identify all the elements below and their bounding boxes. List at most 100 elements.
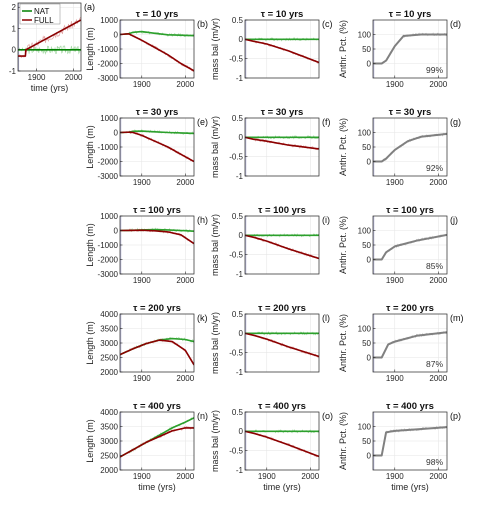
panel-letter: (i) — [322, 215, 330, 225]
plot-area — [373, 233, 447, 261]
panel-letter: (g) — [450, 117, 461, 127]
y-tick-label: -0.5 — [229, 446, 243, 455]
x-tick-label: 1900 — [133, 276, 151, 285]
y-tick-label: 3000 — [100, 339, 118, 348]
series-line-1 — [18, 19, 81, 57]
y-tick-label: 0 — [239, 35, 244, 44]
panel-k: 2000 2500 3000 3500 4000 1900 2000 τ = 200 yrs (… — [85, 303, 208, 383]
y-axis-label: Anthr. Pct. (%) — [338, 314, 348, 372]
x-tick-label: 2000 — [176, 276, 194, 285]
plot-area — [245, 37, 319, 64]
panel-letter: (e) — [197, 117, 208, 127]
panel-b: -3000 -2000 -1000 0 1000 1900 2000 τ = 10 yrs (b… — [85, 9, 208, 89]
y-axis-label: Anthr. Pct. (%) — [338, 118, 348, 176]
grid — [245, 411, 319, 471]
series-line-0 — [373, 33, 447, 65]
y-tick-label: -2000 — [98, 157, 119, 166]
y-tick-label: 1000 — [100, 114, 118, 123]
plot-area — [373, 132, 447, 163]
series-line-1 — [245, 234, 319, 260]
x-tick-label: 1900 — [258, 472, 276, 481]
ensemble-trace — [373, 132, 447, 163]
y-tick-label: -1000 — [98, 241, 119, 250]
y-tick-label: 0 — [12, 46, 17, 55]
plot-area — [245, 134, 319, 151]
panel-l: -1 -0.5 0 0.5 τ = 200 yrs (l) mass bal (m/yr) — [210, 303, 330, 377]
y-tick-label: -1 — [236, 270, 244, 279]
panel-title: τ = 100 yrs — [258, 205, 306, 216]
panel-letter: (f) — [322, 117, 331, 127]
y-axis-label: Length (m) — [85, 223, 95, 267]
y-tick-label: -1 — [236, 74, 244, 83]
ensemble-trace — [120, 130, 194, 162]
y-tick-label: 0.5 — [232, 212, 244, 221]
y-tick-label: 0 — [114, 128, 119, 137]
axes-frame — [244, 215, 320, 275]
x-tick-label: 1900 — [133, 472, 151, 481]
panel-letter: (j) — [450, 215, 458, 225]
series-line-1 — [120, 339, 194, 366]
x-axis-label: time (yrs) — [31, 83, 69, 93]
y-tick-label: 0 — [239, 231, 244, 240]
panel-letter: (c) — [322, 19, 333, 29]
y-axis-label: Length (m) — [85, 27, 95, 71]
y-axis-label: mass bal (m/yr) — [210, 18, 220, 80]
x-tick-label: 1900 — [386, 374, 404, 383]
series-line-1 — [120, 229, 194, 245]
series-line-1 — [120, 131, 194, 163]
ensemble-trace — [120, 32, 194, 73]
x-tick-label: 2000 — [429, 472, 447, 481]
y-tick-label: 100 — [358, 226, 372, 235]
y-tick-label: -0.5 — [229, 348, 243, 357]
y-axis-label: mass bal (m/yr) — [210, 116, 220, 178]
y-tick-label: -2000 — [98, 59, 119, 68]
grid — [120, 117, 194, 177]
panel-title: τ = 400 yrs — [386, 401, 434, 412]
series-line-1 — [245, 332, 319, 358]
plot-area — [245, 429, 319, 458]
panel-g: 0 50 100 1900 2000 τ = 30 yrs (g) Anthr. Pct. (… — [338, 107, 461, 187]
ensemble-trace — [18, 16, 81, 58]
x-tick-label: 2000 — [429, 80, 447, 89]
panel-title: τ = 10 yrs — [136, 9, 179, 20]
series-line-1 — [245, 430, 319, 458]
grid — [373, 118, 447, 176]
plot-area — [373, 331, 447, 359]
panel-c: -1 -0.5 0 0.5 τ = 10 yrs (c) mass bal (m/yr) — [210, 9, 333, 83]
axes-frame — [244, 117, 320, 177]
panel-p: 0 50 100 1900 2000 τ = 400 yrs (p) time (yrs) An… — [338, 401, 461, 492]
y-tick-label: -1 — [236, 172, 244, 181]
y-tick-label: -0.5 — [229, 250, 243, 259]
y-axis-label: Anthr. Pct. (%) — [338, 216, 348, 274]
x-tick-label: 1900 — [386, 276, 404, 285]
percentage-annotation: 98% — [426, 457, 443, 467]
x-axis-label: time (yrs) — [263, 482, 301, 492]
grid — [245, 215, 319, 275]
panel-title: τ = 100 yrs — [386, 205, 434, 216]
y-tick-label: 2500 — [100, 353, 118, 362]
y-tick-label: 0 — [367, 353, 372, 362]
y-tick-label: 2 — [12, 3, 17, 12]
y-tick-label: 0.5 — [232, 310, 244, 319]
panel-letter: (h) — [197, 215, 208, 225]
y-tick-label: -0.5 — [229, 54, 243, 63]
plot-area — [373, 32, 447, 65]
ensemble-trace — [373, 32, 447, 65]
y-tick-label: -3000 — [98, 270, 119, 279]
y-axis-label: Length (m) — [85, 321, 95, 365]
x-tick-label: 2000 — [429, 178, 447, 187]
x-tick-label: 2000 — [429, 374, 447, 383]
panel-letter: (o) — [322, 411, 333, 421]
series-line-0 — [373, 132, 447, 163]
y-axis-label: mass bal (m/yr) — [210, 214, 220, 276]
series-line-0 — [373, 331, 447, 359]
y-tick-label: 50 — [362, 143, 371, 152]
y-axis-label: Anthr. Pct. (%) — [338, 412, 348, 470]
panel-o: -1 -0.5 0 0.5 1900 2000 τ = 400 yrs (o) time (yr… — [210, 401, 333, 492]
panel-m: 0 50 100 1900 2000 τ = 200 yrs (m) Anthr. Pct. … — [338, 303, 464, 383]
y-tick-label: 50 — [362, 339, 371, 348]
y-tick-label: 0.5 — [232, 114, 244, 123]
y-tick-label: 1000 — [100, 212, 118, 221]
y-tick-label: 2000 — [100, 368, 118, 377]
